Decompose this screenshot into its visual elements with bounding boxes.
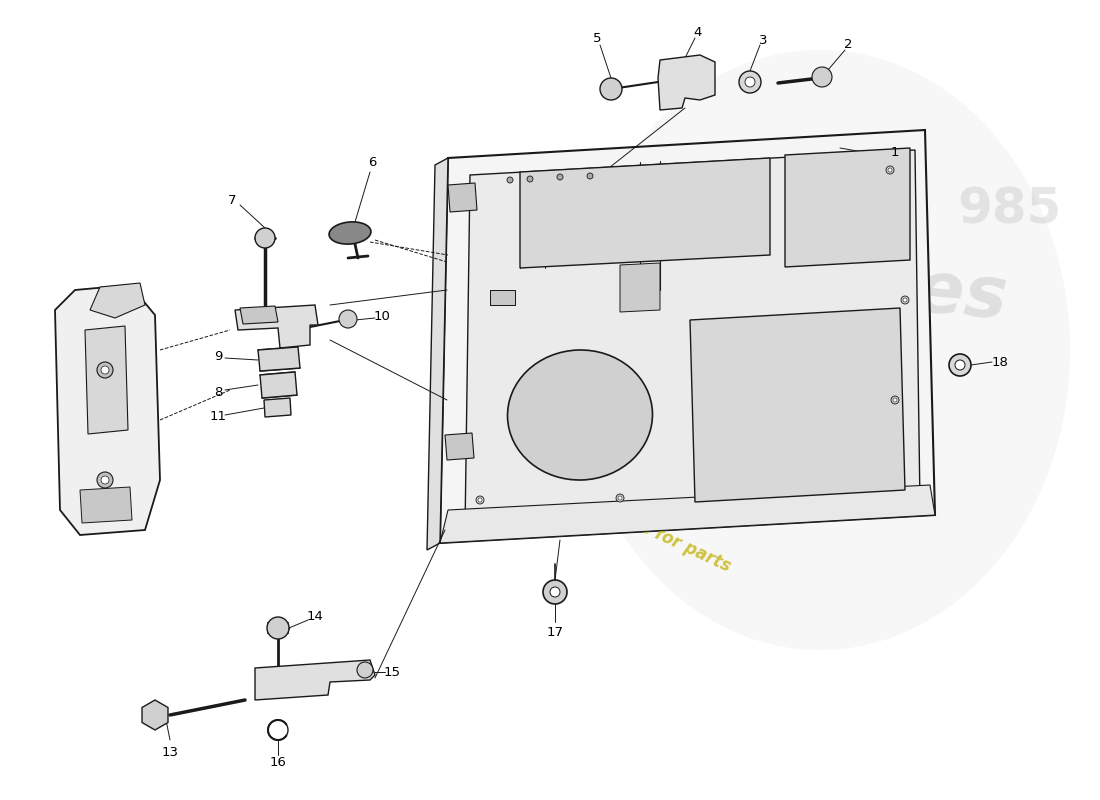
Text: 15: 15 xyxy=(384,666,400,678)
Circle shape xyxy=(267,617,289,639)
Circle shape xyxy=(812,67,832,87)
Text: 17: 17 xyxy=(547,626,563,638)
Text: 14: 14 xyxy=(307,610,323,623)
Circle shape xyxy=(476,496,484,504)
Circle shape xyxy=(339,310,358,328)
Circle shape xyxy=(550,587,560,597)
Circle shape xyxy=(587,173,593,179)
Text: 13: 13 xyxy=(162,746,178,758)
Circle shape xyxy=(101,476,109,484)
Circle shape xyxy=(527,176,534,182)
Text: 6: 6 xyxy=(367,157,376,170)
Circle shape xyxy=(745,77,755,87)
Circle shape xyxy=(886,166,894,174)
Text: 10: 10 xyxy=(374,310,390,322)
Text: 18: 18 xyxy=(991,355,1009,369)
Circle shape xyxy=(600,78,621,100)
Ellipse shape xyxy=(570,50,1070,650)
Bar xyxy=(490,290,515,305)
Ellipse shape xyxy=(329,222,371,244)
Polygon shape xyxy=(264,398,292,417)
Circle shape xyxy=(949,354,971,376)
Circle shape xyxy=(478,498,482,502)
Polygon shape xyxy=(465,150,920,530)
Polygon shape xyxy=(142,700,168,730)
Text: 5: 5 xyxy=(593,31,602,45)
Polygon shape xyxy=(85,326,128,434)
Text: 2: 2 xyxy=(844,38,852,51)
Polygon shape xyxy=(240,306,278,324)
Polygon shape xyxy=(446,433,474,460)
Text: 985: 985 xyxy=(958,186,1063,234)
Circle shape xyxy=(358,662,373,678)
Text: eurospares: eurospares xyxy=(550,226,1011,334)
Circle shape xyxy=(901,296,909,304)
Circle shape xyxy=(97,472,113,488)
Polygon shape xyxy=(440,485,935,543)
Polygon shape xyxy=(427,158,448,550)
Polygon shape xyxy=(258,347,300,371)
Circle shape xyxy=(618,496,621,500)
Circle shape xyxy=(255,228,275,248)
Text: 11: 11 xyxy=(209,410,227,423)
Polygon shape xyxy=(235,305,318,348)
Polygon shape xyxy=(440,130,935,543)
Polygon shape xyxy=(90,283,145,318)
Bar xyxy=(490,290,515,305)
Polygon shape xyxy=(520,158,770,268)
Circle shape xyxy=(557,174,563,180)
Circle shape xyxy=(101,366,109,374)
Circle shape xyxy=(891,396,899,404)
Polygon shape xyxy=(255,660,375,700)
Circle shape xyxy=(955,360,965,370)
Polygon shape xyxy=(260,372,297,398)
Circle shape xyxy=(616,494,624,502)
Polygon shape xyxy=(80,487,132,523)
Circle shape xyxy=(888,168,892,172)
Circle shape xyxy=(739,71,761,93)
Circle shape xyxy=(903,298,907,302)
Polygon shape xyxy=(690,308,905,502)
Text: 16: 16 xyxy=(270,757,286,770)
Ellipse shape xyxy=(507,350,652,480)
Text: a passion for parts: a passion for parts xyxy=(566,485,734,575)
Text: 3: 3 xyxy=(759,34,768,46)
Text: 9: 9 xyxy=(213,350,222,363)
Text: 4: 4 xyxy=(694,26,702,39)
Text: 7: 7 xyxy=(228,194,236,206)
Polygon shape xyxy=(55,285,160,535)
Polygon shape xyxy=(448,183,477,212)
Circle shape xyxy=(543,580,566,604)
Circle shape xyxy=(97,362,113,378)
Text: 1: 1 xyxy=(891,146,900,158)
Circle shape xyxy=(893,398,896,402)
Circle shape xyxy=(507,177,513,183)
Text: 8: 8 xyxy=(213,386,222,398)
Polygon shape xyxy=(658,55,715,110)
Polygon shape xyxy=(785,148,910,267)
Polygon shape xyxy=(620,263,660,312)
